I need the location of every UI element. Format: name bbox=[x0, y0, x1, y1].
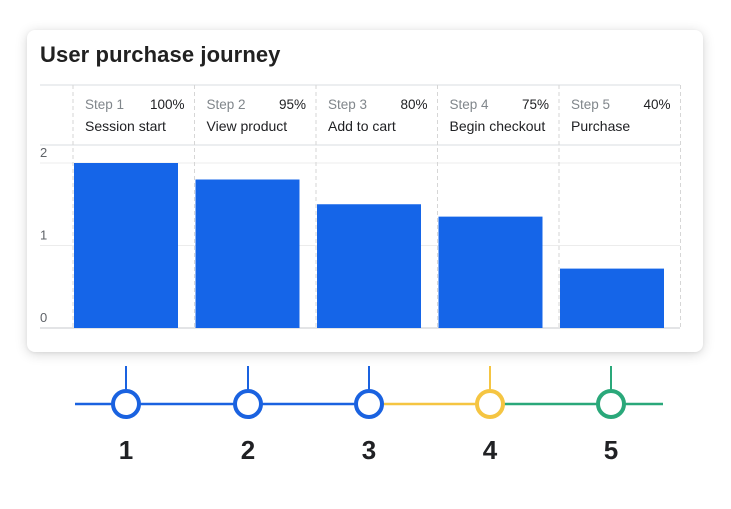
step-label: Step 4 bbox=[450, 97, 490, 112]
timeline-number: 2 bbox=[241, 435, 255, 465]
category-label: Purchase bbox=[571, 118, 630, 134]
timeline-number: 4 bbox=[483, 435, 498, 465]
y-tick-label: 0 bbox=[40, 310, 47, 325]
bar-4 bbox=[438, 216, 543, 328]
timeline-number: 3 bbox=[362, 435, 376, 465]
chart-title: User purchase journey bbox=[40, 42, 281, 67]
category-label: View product bbox=[207, 118, 288, 134]
step-label: Step 2 bbox=[207, 97, 246, 112]
category-label: Add to cart bbox=[328, 118, 396, 134]
timeline-node-3 bbox=[354, 389, 384, 419]
step-percent: 80% bbox=[400, 97, 427, 112]
step-label: Step 5 bbox=[571, 97, 610, 112]
category-label: Session start bbox=[85, 118, 166, 134]
category-label: Begin checkout bbox=[450, 118, 546, 134]
bar-3 bbox=[317, 204, 421, 328]
timeline-node-4 bbox=[475, 389, 505, 419]
step-percent: 40% bbox=[643, 97, 670, 112]
step-label: Step 1 bbox=[85, 97, 124, 112]
timeline-node-2 bbox=[233, 389, 263, 419]
timeline-node-1 bbox=[111, 389, 141, 419]
y-tick-label: 2 bbox=[40, 145, 47, 160]
y-tick-label: 1 bbox=[40, 228, 47, 243]
step-percent: 75% bbox=[522, 97, 549, 112]
bar-5 bbox=[560, 268, 664, 328]
bar-2 bbox=[195, 179, 300, 328]
step-percent: 95% bbox=[279, 97, 306, 112]
bar-1 bbox=[74, 163, 178, 328]
step-percent: 100% bbox=[150, 97, 185, 112]
timeline-node-5 bbox=[596, 389, 626, 419]
timeline-number: 5 bbox=[604, 435, 618, 465]
timeline-number: 1 bbox=[119, 435, 133, 465]
step-label: Step 3 bbox=[328, 97, 367, 112]
